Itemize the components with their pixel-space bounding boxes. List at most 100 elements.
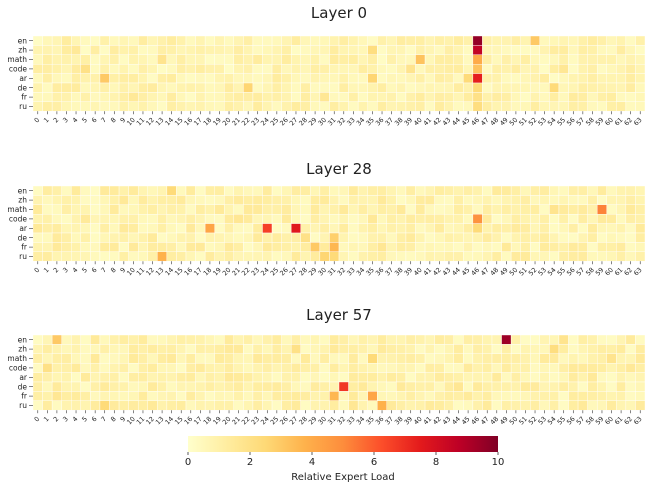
heatmap-cell	[118, 372, 129, 383]
heatmap-cell	[262, 195, 273, 205]
heatmap-cell	[214, 73, 225, 84]
heatmap-cell	[577, 195, 588, 205]
heatmap-cell	[501, 185, 512, 196]
heatmap-cell	[434, 223, 445, 234]
heatmap-cell	[252, 223, 263, 234]
heatmap-cell	[42, 213, 53, 224]
heatmap-cell	[233, 45, 244, 56]
heatmap-cell	[625, 400, 636, 411]
heatmap-cell	[51, 363, 62, 373]
heatmap-cell	[520, 63, 531, 74]
heatmap-cell	[300, 35, 311, 46]
heatmap-cell	[491, 185, 502, 196]
x-tick-label: 7	[100, 116, 109, 125]
heatmap-cell	[424, 242, 435, 252]
x-tick-label: 44	[450, 266, 462, 278]
heatmap-cell	[71, 185, 82, 196]
heatmap-cell	[482, 391, 493, 401]
heatmap-cell	[51, 381, 62, 392]
heatmap-cell	[243, 54, 254, 65]
heatmap-cell	[290, 45, 301, 56]
heatmap-cell	[80, 381, 91, 392]
x-tick-label: 14	[164, 116, 176, 128]
heatmap-cell	[558, 232, 569, 243]
heatmap-cell	[329, 353, 340, 364]
heatmap-cell	[233, 232, 244, 243]
heatmap-cell	[319, 223, 330, 234]
heatmap-cell	[195, 101, 206, 112]
heatmap-cell	[482, 195, 493, 205]
heatmap-cell	[90, 101, 101, 112]
heatmap-cell	[386, 63, 397, 74]
heatmap-cell	[520, 232, 531, 243]
heatmap-cell	[549, 35, 560, 46]
heatmap-cell	[176, 92, 187, 103]
heatmap-cell	[424, 381, 435, 392]
heatmap-cell	[319, 101, 330, 112]
heatmap-cell	[262, 54, 273, 65]
heatmap-cell	[90, 213, 101, 224]
heatmap-cell	[329, 92, 340, 103]
heatmap-cell	[501, 400, 512, 411]
heatmap-cell	[405, 54, 416, 65]
heatmap-cell	[61, 372, 72, 383]
heatmap-cell	[501, 54, 512, 65]
heatmap-cell	[338, 213, 349, 224]
heatmap-cell	[166, 344, 177, 354]
heatmap-cell	[137, 363, 148, 373]
x-tick-label: 0	[33, 116, 42, 125]
heatmap-cell	[329, 213, 340, 224]
heatmap-cell	[501, 213, 512, 224]
heatmap-cell	[549, 195, 560, 205]
heatmap-cell	[71, 251, 82, 262]
heatmap-cell	[195, 195, 206, 205]
heatmap-cell	[185, 195, 196, 205]
heatmap-cell	[71, 381, 82, 392]
heatmap-cell	[396, 400, 407, 411]
heatmap-cell	[80, 45, 91, 56]
heatmap-cell	[61, 344, 72, 354]
x-tick-label: 54	[546, 266, 558, 278]
heatmap-cell	[90, 73, 101, 84]
heatmap-cell	[625, 45, 636, 56]
heatmap-cell	[109, 35, 120, 46]
x-tick-label: 49	[498, 116, 510, 128]
x-tick-label: 46	[470, 116, 482, 128]
heatmap-cell	[501, 204, 512, 215]
heatmap-cell	[319, 204, 330, 215]
heatmap-cell	[616, 195, 627, 205]
heatmap-cell	[625, 242, 636, 252]
heatmap-cell	[625, 195, 636, 205]
heatmap-cell	[463, 353, 474, 364]
colorbar: 0 2 4 6 8 10 Relative Expert Load	[185, 436, 504, 483]
heatmap-cell	[137, 381, 148, 392]
x-tick-label: 25	[269, 415, 281, 427]
heatmap-cell	[185, 185, 196, 196]
heatmap-cell	[176, 251, 187, 262]
heatmap-cell	[80, 73, 91, 84]
heatmap-cell	[109, 204, 120, 215]
heatmap-cell	[482, 73, 493, 84]
heatmap-cell	[204, 195, 215, 205]
heatmap-cell	[176, 242, 187, 252]
heatmap-cell	[233, 381, 244, 392]
heatmap-cell	[147, 251, 158, 262]
heatmap-cell	[42, 54, 53, 65]
heatmap-cell	[616, 400, 627, 411]
heatmap-cell	[310, 223, 321, 234]
heatmap-cell	[558, 242, 569, 252]
heatmap-cell	[99, 232, 110, 243]
heatmap-cell	[338, 223, 349, 234]
heatmap-cell	[61, 232, 72, 243]
heatmap-cell	[71, 204, 82, 215]
heatmap-cell	[635, 344, 646, 354]
heatmap-cell	[434, 344, 445, 354]
heatmap-cell	[396, 185, 407, 196]
heatmap-cell	[290, 73, 301, 84]
panel-title: Layer 57	[306, 306, 372, 324]
heatmap-cell	[118, 353, 129, 364]
heatmap-cell	[128, 213, 139, 224]
heatmap-cell	[568, 92, 579, 103]
heatmap-cell	[176, 54, 187, 65]
heatmap-cell	[453, 223, 464, 234]
